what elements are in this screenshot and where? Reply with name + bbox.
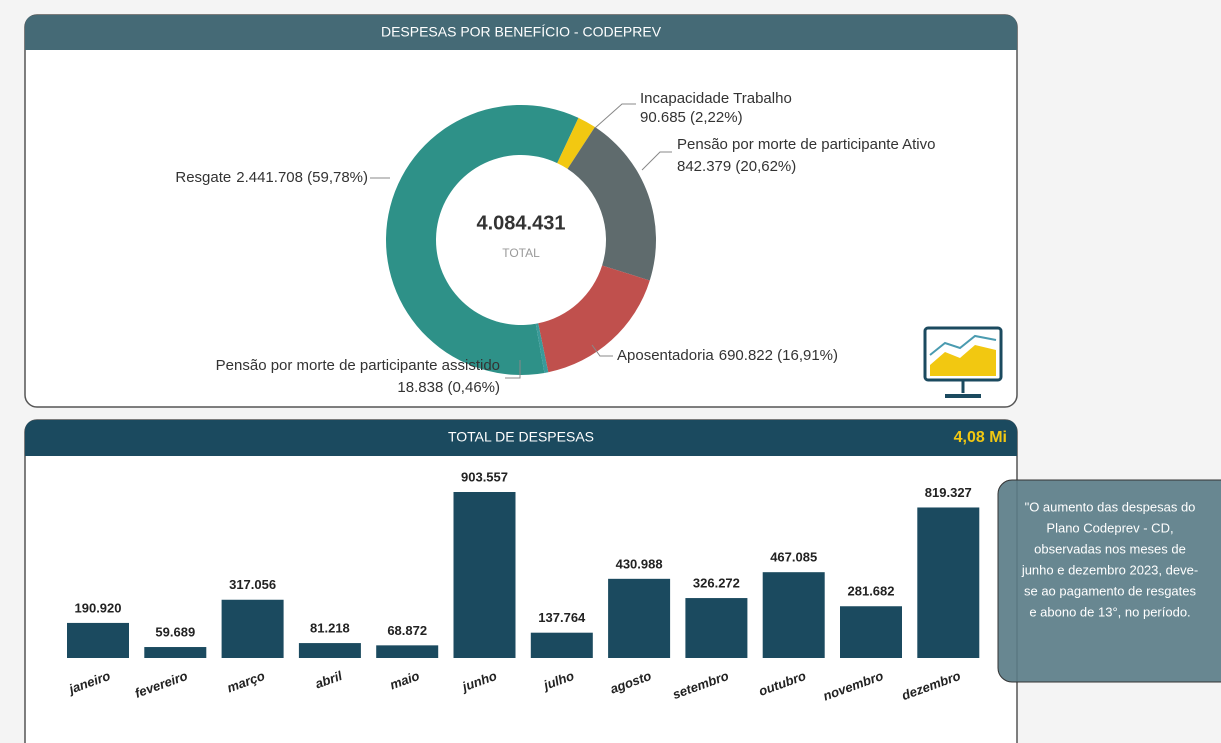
- donut-slice: [538, 265, 650, 373]
- slice-name: Pensão por morte de participante assisti…: [216, 357, 500, 374]
- donut-slice: [567, 127, 656, 281]
- bar: [221, 599, 284, 658]
- kpi: 4,08 Mi: [954, 429, 1007, 446]
- bar-value-label: 317.056: [229, 577, 276, 592]
- bar-value-label: 281.682: [848, 584, 895, 599]
- note-line: e abono de 13°, no período.: [1029, 604, 1190, 619]
- slice-name: Pensão por morte de participante Ativo: [677, 136, 936, 153]
- leader-line: [594, 103, 636, 129]
- bar: [840, 606, 902, 658]
- slice-name: Resgate: [175, 169, 231, 186]
- bar-value-label: 190.920: [75, 600, 122, 615]
- bar-value-label: 81.218: [310, 621, 350, 636]
- note-line: se ao pagamento de resgates: [1024, 583, 1197, 598]
- slice-name: Incapacidade Trabalho: [640, 90, 792, 107]
- center-label: TOTAL: [502, 246, 540, 260]
- donut-header: [25, 15, 1017, 50]
- slice-label: Resgate 2.441.708 (59,78%): [175, 169, 368, 186]
- bar-value-label: 59.689: [155, 624, 195, 639]
- bar-value-label: 903.557: [461, 469, 508, 484]
- monitor-icon: [923, 326, 1003, 398]
- note-line: junho e dezembro 2023, deve-: [1021, 562, 1198, 577]
- center-value: 4.084.431: [477, 212, 566, 234]
- bar: [144, 647, 207, 658]
- bar: [453, 492, 516, 658]
- bar: [762, 572, 825, 658]
- slice-value: 90.685 (2,22%): [640, 109, 743, 126]
- slice-label: Aposentadoria 690.822 (16,91%): [617, 347, 838, 364]
- bar-value-label: 467.085: [770, 550, 817, 565]
- slice-value: 18.838 (0,46%): [397, 379, 500, 396]
- note-box: [997, 479, 1221, 683]
- bar: [67, 622, 129, 658]
- bar: [376, 645, 439, 658]
- note-line: Plano Codeprev - CD,: [1046, 520, 1173, 535]
- donut-slice: [385, 105, 579, 376]
- bar: [608, 578, 671, 658]
- leader-line: [641, 151, 672, 171]
- bar: [685, 598, 748, 658]
- donut-slice: [557, 117, 595, 169]
- note-line: observadas nos meses de: [1034, 541, 1186, 556]
- leader-line: [505, 360, 521, 379]
- bar-value-label: 430.988: [616, 556, 663, 571]
- slice-value: 842.379 (20,62%): [677, 158, 796, 175]
- donut-title: DESPESAS POR BENEFÍCIO - CODEPREV: [381, 24, 662, 40]
- slice-value: 690.822 (16,91%): [719, 347, 838, 364]
- bar-title: TOTAL DE DESPESAS: [448, 429, 594, 445]
- bar: [298, 643, 361, 658]
- bar-header: [25, 420, 1017, 456]
- bar-value-label: 68.872: [387, 623, 427, 638]
- leader-line: [591, 344, 613, 357]
- slice-name: Aposentadoria: [617, 347, 714, 364]
- bar-value-label: 819.327: [925, 485, 972, 500]
- bar-card: [24, 419, 1018, 743]
- donut-slice: [535, 323, 549, 373]
- bar: [530, 632, 593, 658]
- bar: [917, 507, 980, 658]
- note-line: "O aumento das despesas do: [1025, 499, 1196, 514]
- bar-value-label: 137.764: [538, 610, 586, 625]
- bar-value-label: 326.272: [693, 575, 740, 590]
- slice-value: 2.441.708 (59,78%): [236, 169, 368, 186]
